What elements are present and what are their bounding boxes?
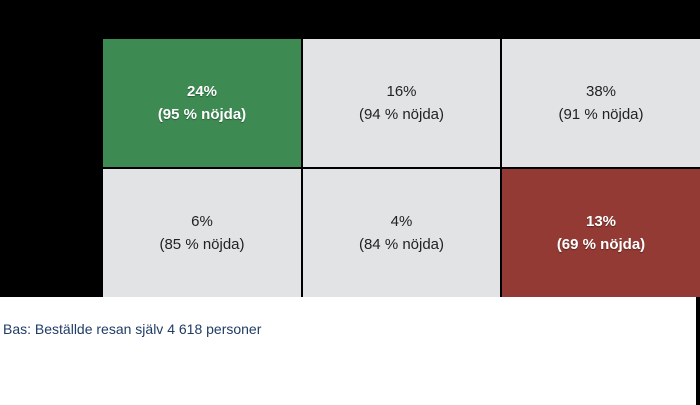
cell-share-label: 24% — [186, 83, 218, 100]
cell-share-label: 13% — [585, 213, 617, 230]
cell-share-label: 4% — [390, 213, 413, 230]
cell-satisfaction-label: (69 % nöjda) — [556, 236, 646, 253]
cell-share-label: 38% — [585, 83, 617, 100]
matrix-cell: 16% (94 % nöjda) — [303, 39, 500, 167]
cell-satisfaction-label: (85 % nöjda) — [159, 236, 245, 253]
matrix-cell: 13% (69 % nöjda) — [502, 169, 700, 297]
cell-satisfaction-label: (95 % nöjda) — [157, 106, 247, 123]
matrix-cell: 24% (95 % nöjda) — [103, 39, 301, 167]
matrix-cell: 38% (91 % nöjda) — [502, 39, 700, 167]
matrix-cell: 6% (85 % nöjda) — [103, 169, 301, 297]
cell-satisfaction-label: (94 % nöjda) — [358, 106, 445, 123]
cell-satisfaction-label: (84 % nöjda) — [358, 236, 445, 253]
base-footnote: Bas: Beställde resan själv 4 618 persone… — [3, 321, 262, 337]
satisfaction-matrix: 24% (95 % nöjda) 16% (94 % nöjda) 38% (91 % n… — [101, 37, 700, 297]
cell-share-label: 16% — [386, 83, 417, 100]
matrix-cell: 4% (84 % nöjda) — [303, 169, 500, 297]
cell-satisfaction-label: (91 % nöjda) — [558, 106, 644, 123]
cell-share-label: 6% — [191, 213, 213, 230]
